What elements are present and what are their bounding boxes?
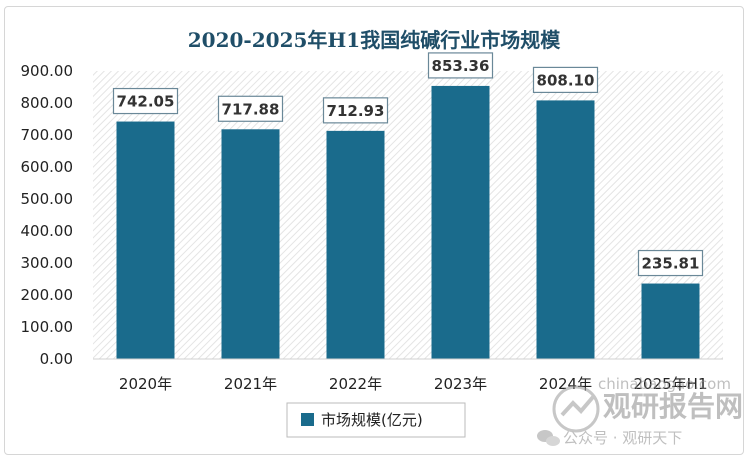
bar xyxy=(641,283,700,359)
legend-label: 市场规模(亿元) xyxy=(321,411,423,429)
x-tick-label: 2025年H1 xyxy=(634,375,708,393)
data-label: 235.81 xyxy=(642,255,700,273)
data-label-box xyxy=(637,249,704,277)
bar-series: 742.05 717.88 712.93 853.36 808.10 235.81 xyxy=(112,52,704,360)
watermark-logo-icon xyxy=(552,385,600,433)
watermark-brand: 观研报告网 xyxy=(603,390,743,423)
watermark-url: chinabaogao.com xyxy=(598,375,731,393)
y-tick-label: 500.00 xyxy=(21,190,74,208)
data-label-box xyxy=(427,52,494,79)
legend-box xyxy=(286,402,466,438)
data-label: 717.88 xyxy=(222,100,280,118)
x-tick-label: 2021年 xyxy=(224,375,277,393)
bar xyxy=(221,129,280,359)
wechat-icon xyxy=(537,430,560,446)
x-axis: 2020年 2021年 2022年 2023年 2024年 2025年H1 xyxy=(93,358,723,393)
y-tick-label: 900.00 xyxy=(21,62,74,80)
x-tick-label: 2022年 xyxy=(329,375,382,393)
bar xyxy=(536,100,595,360)
y-tick-label: 800.00 xyxy=(21,94,74,112)
data-label-box xyxy=(217,95,284,122)
watermark-account: 公众号 · 观研天下 xyxy=(563,429,682,447)
bar xyxy=(116,121,175,359)
x-tick-label: 2020年 xyxy=(119,375,172,393)
data-label-box xyxy=(112,87,179,115)
data-label: 742.05 xyxy=(117,93,175,111)
y-tick-label: 400.00 xyxy=(21,222,74,240)
y-tick-label: 600.00 xyxy=(21,158,74,176)
chart-canvas: 2020-2025年H1我国纯碱行业市场规模 0.00 100.00 200.00 3… xyxy=(21,28,744,447)
legend: 市场规模(亿元) xyxy=(286,402,466,438)
chart-title: 2020-2025年H1我国纯碱行业市场规模 xyxy=(188,28,561,52)
data-label: 853.36 xyxy=(432,57,490,75)
plot-area xyxy=(93,71,723,359)
data-label: 712.93 xyxy=(327,102,385,120)
y-axis: 0.00 100.00 200.00 300.00 400.00 500.00 600.00… xyxy=(21,62,74,368)
data-label-box xyxy=(322,97,389,124)
data-label-box xyxy=(532,66,599,94)
legend-swatch xyxy=(301,413,314,426)
y-tick-label: 300.00 xyxy=(21,254,74,272)
y-tick-label: 200.00 xyxy=(21,286,74,304)
watermark: 观研报告网 chinabaogao.com 公众号 · 观研天下 xyxy=(537,375,743,447)
y-tick-label: 0.00 xyxy=(40,350,73,368)
chart-frame: 2020-2025年H1我国纯碱行业市场规模 0.00 100.00 200.00 3… xyxy=(4,6,744,455)
y-tick-label: 100.00 xyxy=(21,318,74,336)
bar xyxy=(431,85,490,359)
data-label: 808.10 xyxy=(537,71,595,89)
x-tick-label: 2023年 xyxy=(434,375,487,393)
y-tick-label: 700.00 xyxy=(21,126,74,144)
bar xyxy=(326,130,385,359)
